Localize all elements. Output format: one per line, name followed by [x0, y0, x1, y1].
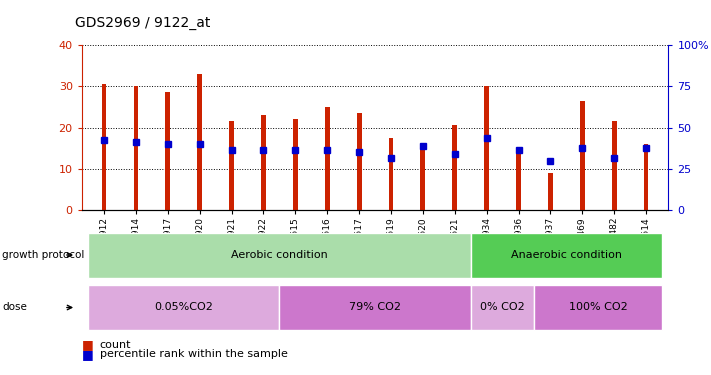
Bar [134, 86, 139, 210]
Bar [452, 125, 457, 210]
Bar [261, 115, 266, 210]
Bar [643, 144, 648, 210]
Bar [88, 285, 279, 330]
Bar [279, 285, 471, 330]
Bar [293, 119, 298, 210]
Bar [389, 138, 393, 210]
Bar [548, 173, 552, 210]
Bar [102, 84, 107, 210]
Bar [88, 232, 471, 278]
Text: percentile rank within the sample: percentile rank within the sample [100, 350, 287, 359]
Bar [535, 285, 662, 330]
Text: dose: dose [2, 303, 27, 312]
Bar [198, 74, 202, 210]
Text: 0.05%CO2: 0.05%CO2 [154, 303, 213, 312]
Text: ■: ■ [82, 348, 94, 361]
Bar [229, 122, 234, 210]
Bar [471, 285, 535, 330]
Text: Anaerobic condition: Anaerobic condition [510, 250, 622, 260]
Text: Aerobic condition: Aerobic condition [231, 250, 328, 260]
Text: ■: ■ [82, 339, 94, 351]
Text: 100% CO2: 100% CO2 [569, 303, 628, 312]
Text: growth protocol: growth protocol [2, 250, 85, 260]
Bar [580, 101, 584, 210]
Text: GDS2969 / 9122_at: GDS2969 / 9122_at [75, 16, 210, 30]
Bar [516, 150, 521, 210]
Bar [325, 107, 330, 210]
Bar [611, 122, 616, 210]
Bar [484, 86, 489, 210]
Text: count: count [100, 340, 131, 350]
Text: 79% CO2: 79% CO2 [349, 303, 401, 312]
Bar [420, 146, 425, 210]
Bar [166, 93, 170, 210]
Text: 0% CO2: 0% CO2 [480, 303, 525, 312]
Bar [357, 113, 361, 210]
Bar [471, 232, 662, 278]
